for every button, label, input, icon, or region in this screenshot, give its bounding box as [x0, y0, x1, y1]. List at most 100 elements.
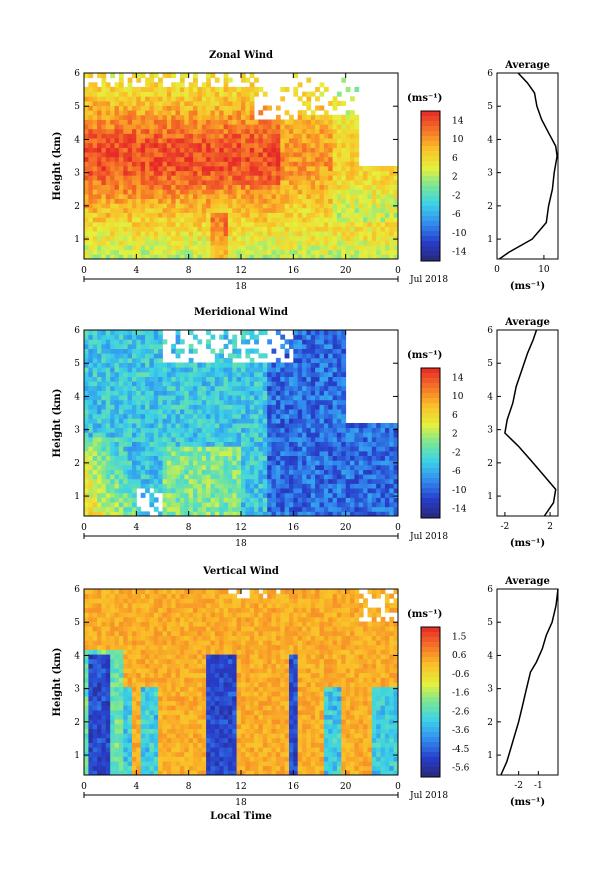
heatmap-cell [171, 432, 176, 438]
y-tick-label: 2 [74, 202, 80, 212]
heatmap-cell [323, 413, 329, 419]
heatmap-cell [350, 474, 355, 480]
heatmap-cell [223, 166, 229, 172]
heatmap-cell [354, 245, 360, 251]
heatmap-cell [92, 189, 98, 195]
heatmap-cell [123, 446, 129, 452]
heatmap-cell [105, 497, 111, 503]
heatmap-cell [201, 235, 207, 241]
heatmap-cell [310, 506, 316, 512]
heatmap-cell [127, 404, 133, 410]
heatmap-cell [123, 474, 129, 480]
colorbar-swatch [421, 186, 440, 192]
heatmap-cell [158, 147, 163, 153]
heatmap-cell [254, 212, 259, 218]
heatmap-cell [254, 254, 259, 260]
heatmap-cell [363, 488, 368, 494]
heatmap-cell [92, 511, 98, 517]
heatmap-cell [354, 249, 360, 255]
heatmap-cell [223, 235, 229, 241]
heatmap-cell [254, 464, 259, 470]
heatmap-cell [354, 511, 360, 517]
heatmap-cell [336, 427, 342, 433]
heatmap-cell [193, 455, 198, 461]
heatmap-cell [328, 460, 333, 466]
heatmap-cell [92, 483, 98, 489]
heatmap-cell [184, 105, 190, 111]
heatmap-cell [214, 506, 220, 512]
heatmap-cell [206, 133, 211, 139]
heatmap-cell [245, 124, 251, 130]
heatmap-cell [319, 193, 325, 199]
heatmap-cell [92, 179, 98, 185]
heatmap-cell [110, 460, 115, 466]
heatmap-cell [118, 492, 124, 498]
heatmap-cell [171, 147, 176, 153]
heatmap-cell [166, 221, 172, 227]
heatmap-cell [132, 142, 137, 148]
heatmap-cell [297, 207, 303, 213]
heatmap-cell [158, 179, 163, 185]
heatmap-cell [123, 170, 129, 176]
heatmap-cell [315, 240, 320, 246]
heatmap-cell [254, 179, 259, 185]
heatmap-cell [184, 175, 190, 181]
heatmap-cell [302, 409, 307, 415]
heatmap-cell [193, 138, 198, 144]
heatmap-cell [214, 96, 220, 102]
heatmap-cell [201, 105, 207, 111]
heatmap-cell [354, 235, 360, 241]
heatmap-cell [236, 423, 242, 429]
heatmap-cell [306, 254, 312, 260]
heatmap-cell [132, 413, 137, 419]
heatmap-cell [227, 455, 233, 461]
heatmap-cell [162, 432, 168, 438]
heatmap-cell [380, 217, 386, 223]
heatmap-cell [153, 198, 159, 204]
heatmap-cell [188, 381, 194, 387]
heatmap-cell [293, 483, 299, 489]
heatmap-cell [105, 395, 111, 401]
heatmap-cell [214, 207, 220, 213]
heatmap-cell [310, 198, 316, 204]
heatmap-cell [328, 198, 333, 204]
heatmap-cell [97, 189, 102, 195]
heatmap-cell [249, 147, 255, 153]
heatmap-cell [179, 367, 185, 373]
heatmap-cell [158, 77, 163, 83]
heatmap-cell [380, 179, 386, 185]
heatmap-cell [275, 492, 281, 498]
heatmap-cell [227, 381, 233, 387]
heatmap-cell [127, 441, 133, 447]
heatmap-cell [132, 152, 137, 158]
heatmap-cell [267, 385, 272, 391]
heatmap-cell [280, 170, 286, 176]
heatmap-cell [132, 124, 137, 130]
heatmap-cell [118, 367, 124, 373]
heatmap-cell [280, 446, 286, 452]
heatmap-cell [197, 385, 203, 391]
heatmap-cell [136, 381, 142, 387]
heatmap-cell [114, 207, 120, 213]
heatmap-cell [136, 330, 142, 336]
heatmap-cell [241, 492, 246, 498]
heatmap-cell [184, 423, 190, 429]
heatmap-cell [171, 166, 176, 172]
heatmap-cell [275, 161, 281, 167]
heatmap-cell [280, 497, 286, 503]
heatmap-cell [97, 441, 102, 447]
heatmap-cell [306, 114, 312, 120]
heatmap-cell [114, 418, 120, 424]
heatmap-cell [236, 161, 242, 167]
heatmap-cell [284, 390, 290, 396]
heatmap-cell [310, 413, 316, 419]
heatmap-cell [262, 399, 268, 405]
heatmap-cell [201, 110, 207, 116]
heatmap-cell [249, 376, 255, 382]
heatmap-cell [323, 142, 329, 148]
heatmap-cell [140, 478, 146, 484]
heatmap-cell [236, 91, 242, 97]
heatmap-cell [219, 492, 224, 498]
heatmap-cell [371, 488, 377, 494]
heatmap-cell [210, 441, 216, 447]
